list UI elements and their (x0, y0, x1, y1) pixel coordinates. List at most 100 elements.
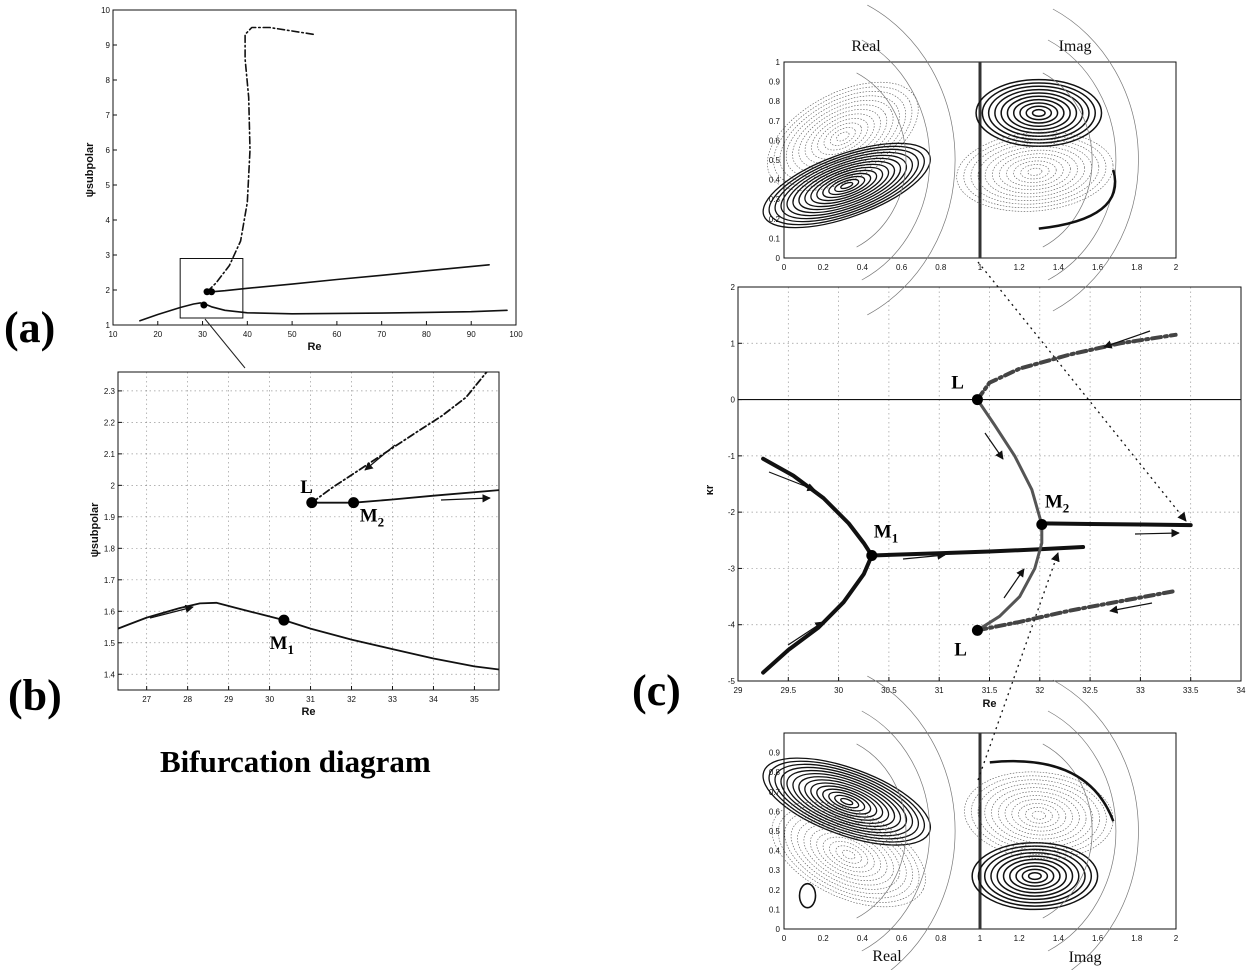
contour-solid (1031, 108, 1046, 118)
contour-plot-top: 0 0.2 0.4 0.6 0.8 1 1.2 1.4 1.6 1.8 200.10.20.30.4… (762, 4, 1179, 316)
x-tick-label: 29 (734, 686, 743, 695)
series-group (118, 372, 499, 671)
contour-dotted (977, 779, 1100, 852)
direction-arrow (149, 604, 194, 619)
point-M2 (348, 497, 360, 509)
y-tick-label: 2.2 (104, 418, 116, 427)
contour-outer-arc (861, 710, 930, 952)
zoom-connector (204, 318, 246, 369)
x-tick-label: 100 (509, 330, 523, 339)
plot-c: 29 29.5 30 30.5 31 31.5 32 32.5 33 33.5 34-5-4-3-2… (704, 283, 1246, 710)
contour-x-tick-label: 0.4 (857, 263, 869, 272)
y-tick-label: 6 (106, 146, 111, 155)
contour-outer-arc (1047, 39, 1117, 281)
contour-dotted (779, 90, 906, 182)
contour-dotted (816, 832, 881, 877)
x-tick-label: 29.5 (781, 686, 797, 695)
contour-solid (792, 157, 902, 214)
contour-dotted (798, 104, 888, 169)
contour-dotted (817, 118, 869, 155)
contour-dotted (1013, 160, 1057, 183)
contour-dotted (1031, 811, 1046, 820)
contour-dotted (784, 810, 913, 899)
series-line-3 (310, 372, 488, 504)
contour-solid (987, 85, 1090, 141)
contour-solid (1015, 865, 1055, 887)
contour-dotted (984, 783, 1094, 848)
series-line-1 (139, 302, 508, 322)
contour-y-tick-label: 0.3 (769, 866, 781, 875)
contour-plot-bottom: 0 0.2 0.4 0.6 0.8 1 1.2 1.4 1.6 1.8 2 0 0.1 0.2 0.3 0.4… (762, 675, 1179, 970)
contour-solid (810, 782, 884, 821)
contour-dotted (835, 845, 862, 864)
point-label-main: M (874, 521, 892, 542)
contour-solid (792, 772, 902, 831)
contour-x-tick-label: 1.6 (1092, 263, 1104, 272)
contour-dotted (1018, 803, 1060, 828)
contour-solid (840, 181, 854, 190)
contour-x-tick-label: 0.2 (818, 934, 830, 943)
contour-x-tick-label: 2 (1174, 934, 1179, 943)
zoom-box (179, 258, 244, 319)
x-tick-label: 40 (243, 330, 252, 339)
contour-solid (810, 166, 884, 205)
point-marker (208, 288, 216, 296)
x-tick-label: 34 (1237, 686, 1246, 695)
direction-arrow (768, 471, 816, 492)
x-tick-label: 50 (288, 330, 297, 339)
y-tick-label: -1 (728, 452, 736, 461)
point-label-main: M (1045, 492, 1063, 513)
contour-dotted (803, 823, 894, 886)
point-L (971, 394, 983, 406)
contour-outer-arc (1047, 710, 1117, 952)
contour-solid (1009, 862, 1061, 891)
contour-dotted (823, 122, 862, 151)
y-tick-label: -4 (728, 621, 736, 630)
contour-solid (822, 172, 872, 199)
x-tick-label: 34 (429, 695, 438, 704)
y-tick-label: 10 (101, 6, 110, 15)
contour-top-real-title: Real (851, 38, 881, 55)
point-label-subscript: 2 (378, 515, 385, 530)
point-label: M1 (270, 633, 294, 657)
contour-x-tick-label: 0 (782, 263, 787, 272)
point-M1 (278, 614, 290, 626)
y-tick-label: -3 (728, 564, 736, 573)
contour-top-imag-title: Imag (1059, 38, 1092, 55)
contour-bottom-imag-title: Imag (1069, 949, 1102, 966)
contour-outer-arc (856, 743, 907, 919)
x-tick-label: 90 (467, 330, 476, 339)
point-label: L (954, 640, 967, 661)
series-line-2 (310, 489, 499, 504)
y-tick-label: 2 (111, 481, 116, 490)
contour-y-tick-label: 0.3 (769, 195, 781, 204)
series-line-2 (761, 553, 874, 675)
contour-dotted (797, 819, 901, 890)
x-tick-label: 33 (1136, 686, 1145, 695)
contour-y-tick-label: 0.1 (769, 905, 781, 914)
contour-outer-arc (1052, 8, 1139, 312)
x-tick-label: 27 (142, 695, 151, 704)
contour-dotted (999, 153, 1071, 191)
y-tick-label: 5 (106, 181, 111, 190)
x-tick-label: 33 (388, 695, 397, 704)
contour-bottom-real-title: Real (872, 948, 902, 965)
y-tick-label: 1 (106, 321, 111, 330)
contour-x-tick-label: 0.6 (896, 934, 908, 943)
plot-frame (117, 371, 500, 691)
contour-solid (1012, 98, 1065, 128)
y-tick-label: 4 (106, 216, 111, 225)
x-tick-label: 20 (153, 330, 162, 339)
contour-dotted (841, 849, 856, 860)
contour-y-tick-label: 0.5 (769, 156, 781, 165)
direction-arrow (440, 494, 491, 503)
x-tick-label: 28 (183, 695, 192, 704)
x-tick-label: 31 (935, 686, 944, 695)
contour-x-tick-label: 1.2 (1014, 263, 1026, 272)
contour-x-tick-label: 0.4 (857, 934, 869, 943)
y-tick-label: 2 (731, 283, 736, 292)
contour-solid (1000, 92, 1078, 134)
point-label-main: M (360, 506, 378, 527)
contour-solid (983, 848, 1086, 904)
